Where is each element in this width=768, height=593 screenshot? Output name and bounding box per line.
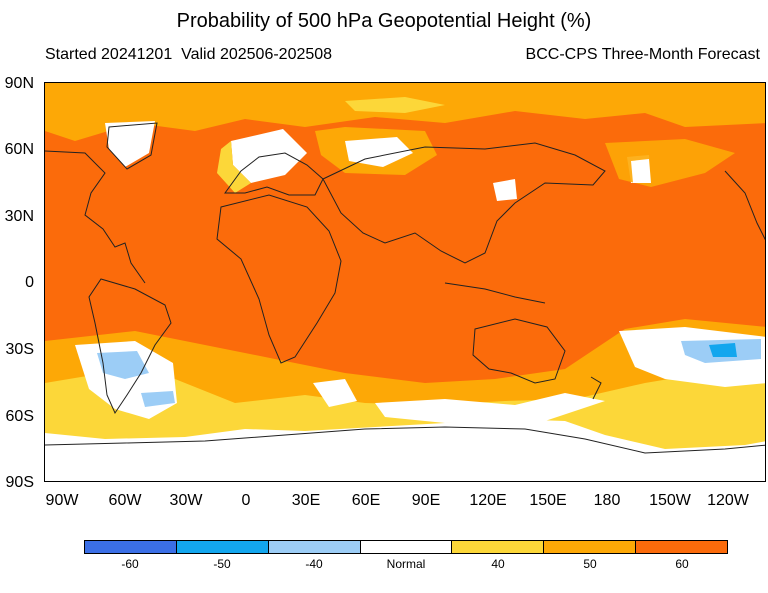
- map-svg: [45, 83, 765, 481]
- legend-swatch-normal: [360, 541, 453, 553]
- lon-label-0: 0: [241, 492, 251, 509]
- lat-label-0: 0: [25, 274, 34, 291]
- coast-antarctica: [45, 426, 765, 454]
- map-panel: [44, 82, 766, 482]
- legend-label-minus50: -50: [213, 557, 231, 571]
- lon-label-90e: 90E: [411, 492, 441, 509]
- coast-greenland: [106, 122, 158, 170]
- lon-label-180: 180: [593, 492, 621, 509]
- lon-label-120e: 120E: [469, 492, 507, 509]
- coast-indonesia: [444, 282, 546, 304]
- chart-title: Probability of 500 hPa Geopotential Heig…: [176, 10, 592, 32]
- lat-label-30n: 30N: [4, 208, 34, 225]
- lon-label-150e: 150E: [529, 492, 567, 509]
- south-america-minus40-b: [141, 391, 175, 407]
- subtitle-left: Started 20241201 Valid 202506-202508: [45, 46, 333, 63]
- legend-swatch-minus50: [176, 541, 269, 553]
- legend-swatch-60: [636, 541, 728, 553]
- coast-africa: [216, 194, 342, 364]
- japan-normal: [493, 179, 517, 201]
- europe-normal: [231, 129, 307, 183]
- coast-asia: [322, 142, 606, 264]
- lat-label-30s: 30S: [5, 341, 34, 358]
- siberia-normal-core: [345, 137, 413, 167]
- lon-label-90w: 90W: [45, 492, 79, 509]
- legend-swatch-minus40: [268, 541, 361, 553]
- lat-label-60s: 60S: [5, 408, 34, 425]
- lon-label-150w: 150W: [649, 492, 691, 509]
- legend-label-minus60: -60: [121, 557, 139, 571]
- coast-australia: [472, 318, 566, 384]
- lon-label-60w: 60W: [108, 492, 142, 509]
- coast-new-zealand: [590, 376, 602, 400]
- legend-swatch-50: [544, 541, 637, 553]
- lon-label-120w: 120W: [707, 492, 749, 509]
- lon-label-30e: 30E: [291, 492, 321, 509]
- coast-north-america: [45, 150, 146, 284]
- coast-west-north-america: [724, 170, 765, 241]
- legend-label-40: 40: [491, 557, 505, 571]
- lon-label-60e: 60E: [351, 492, 381, 509]
- lat-label-90n: 90N: [4, 75, 34, 92]
- legend-label-minus40: -40: [305, 557, 323, 571]
- pacific-north-normal-core: [631, 159, 651, 183]
- indian-ocean-normal: [313, 379, 357, 407]
- greenland-normal: [105, 121, 155, 167]
- south-america-minus40: [97, 351, 149, 379]
- legend-swatch-40: [452, 541, 545, 553]
- coastlines: [45, 122, 765, 454]
- legend-label-50: 50: [583, 557, 597, 571]
- color-legend: [84, 540, 728, 554]
- legend-label-60: 60: [675, 557, 689, 571]
- southern-normal-patches: [375, 393, 605, 423]
- subtitle-right: BCC-CPS Three-Month Forecast: [525, 46, 760, 63]
- lat-label-90s: 90S: [5, 474, 34, 491]
- coast-south-america: [88, 278, 172, 415]
- lat-label-60n: 60N: [4, 141, 34, 158]
- legend-label-normal: Normal: [386, 557, 426, 571]
- lon-label-30w: 30W: [169, 492, 203, 509]
- legend-swatch-minus60: [85, 541, 177, 553]
- antarctica-normal: [45, 419, 765, 481]
- arctic-40-patch: [345, 97, 445, 113]
- south-pacific-minus50: [709, 343, 737, 357]
- europe-40: [217, 141, 251, 193]
